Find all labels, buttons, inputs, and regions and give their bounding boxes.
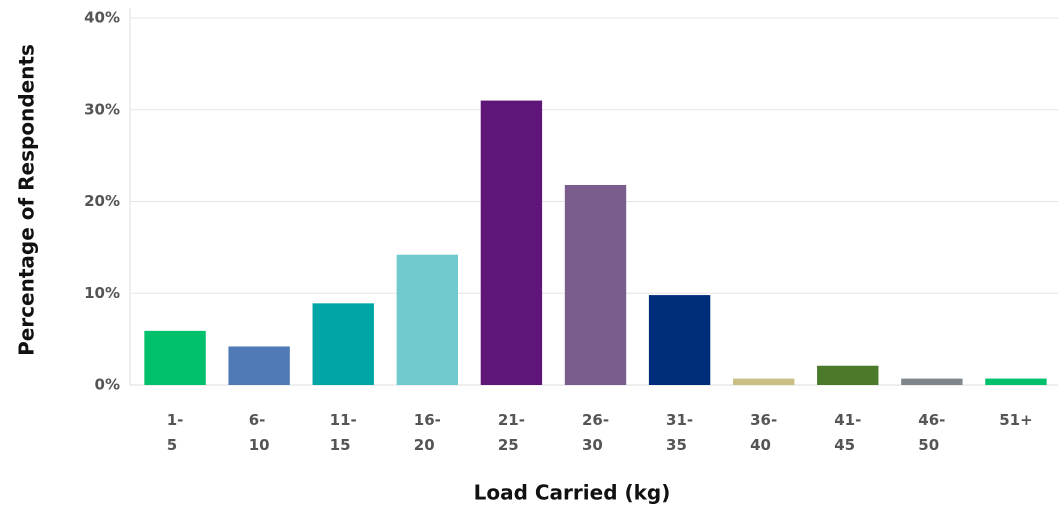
y-tick-label: 30%	[84, 100, 120, 118]
bar	[396, 254, 459, 385]
x-tick-label: 36-40	[750, 411, 778, 454]
y-tick-label: 10%	[84, 284, 120, 302]
x-tick-label: 1-5	[166, 411, 184, 454]
x-tick-label: 6-10	[248, 411, 270, 454]
y-tick-label: 20%	[84, 192, 120, 210]
bar	[648, 295, 711, 385]
x-tick-label: 26-30	[581, 411, 610, 454]
bar	[985, 378, 1047, 385]
bar	[732, 378, 795, 385]
x-tick-label: 51+	[999, 411, 1033, 429]
bar	[564, 184, 627, 385]
bar	[901, 378, 963, 385]
bar	[144, 330, 206, 385]
y-tick-label: 40%	[84, 9, 120, 27]
x-tick-label: 41-45	[834, 411, 862, 454]
x-tick-label: 21-25	[497, 411, 525, 454]
y-axis-title: Percentage of Respondents	[15, 44, 39, 356]
x-tick-label: 31-35	[666, 411, 694, 454]
bar	[228, 346, 290, 385]
y-tick-label: 0%	[95, 376, 120, 394]
x-axis-title: Load Carried (kg)	[474, 481, 671, 505]
x-tick-label: 16-20	[413, 411, 441, 454]
x-tick-label: 11-15	[329, 411, 357, 454]
x-tick-label: 46-50	[918, 411, 946, 454]
bar	[312, 303, 374, 385]
bar	[817, 365, 879, 385]
bar	[480, 100, 543, 385]
